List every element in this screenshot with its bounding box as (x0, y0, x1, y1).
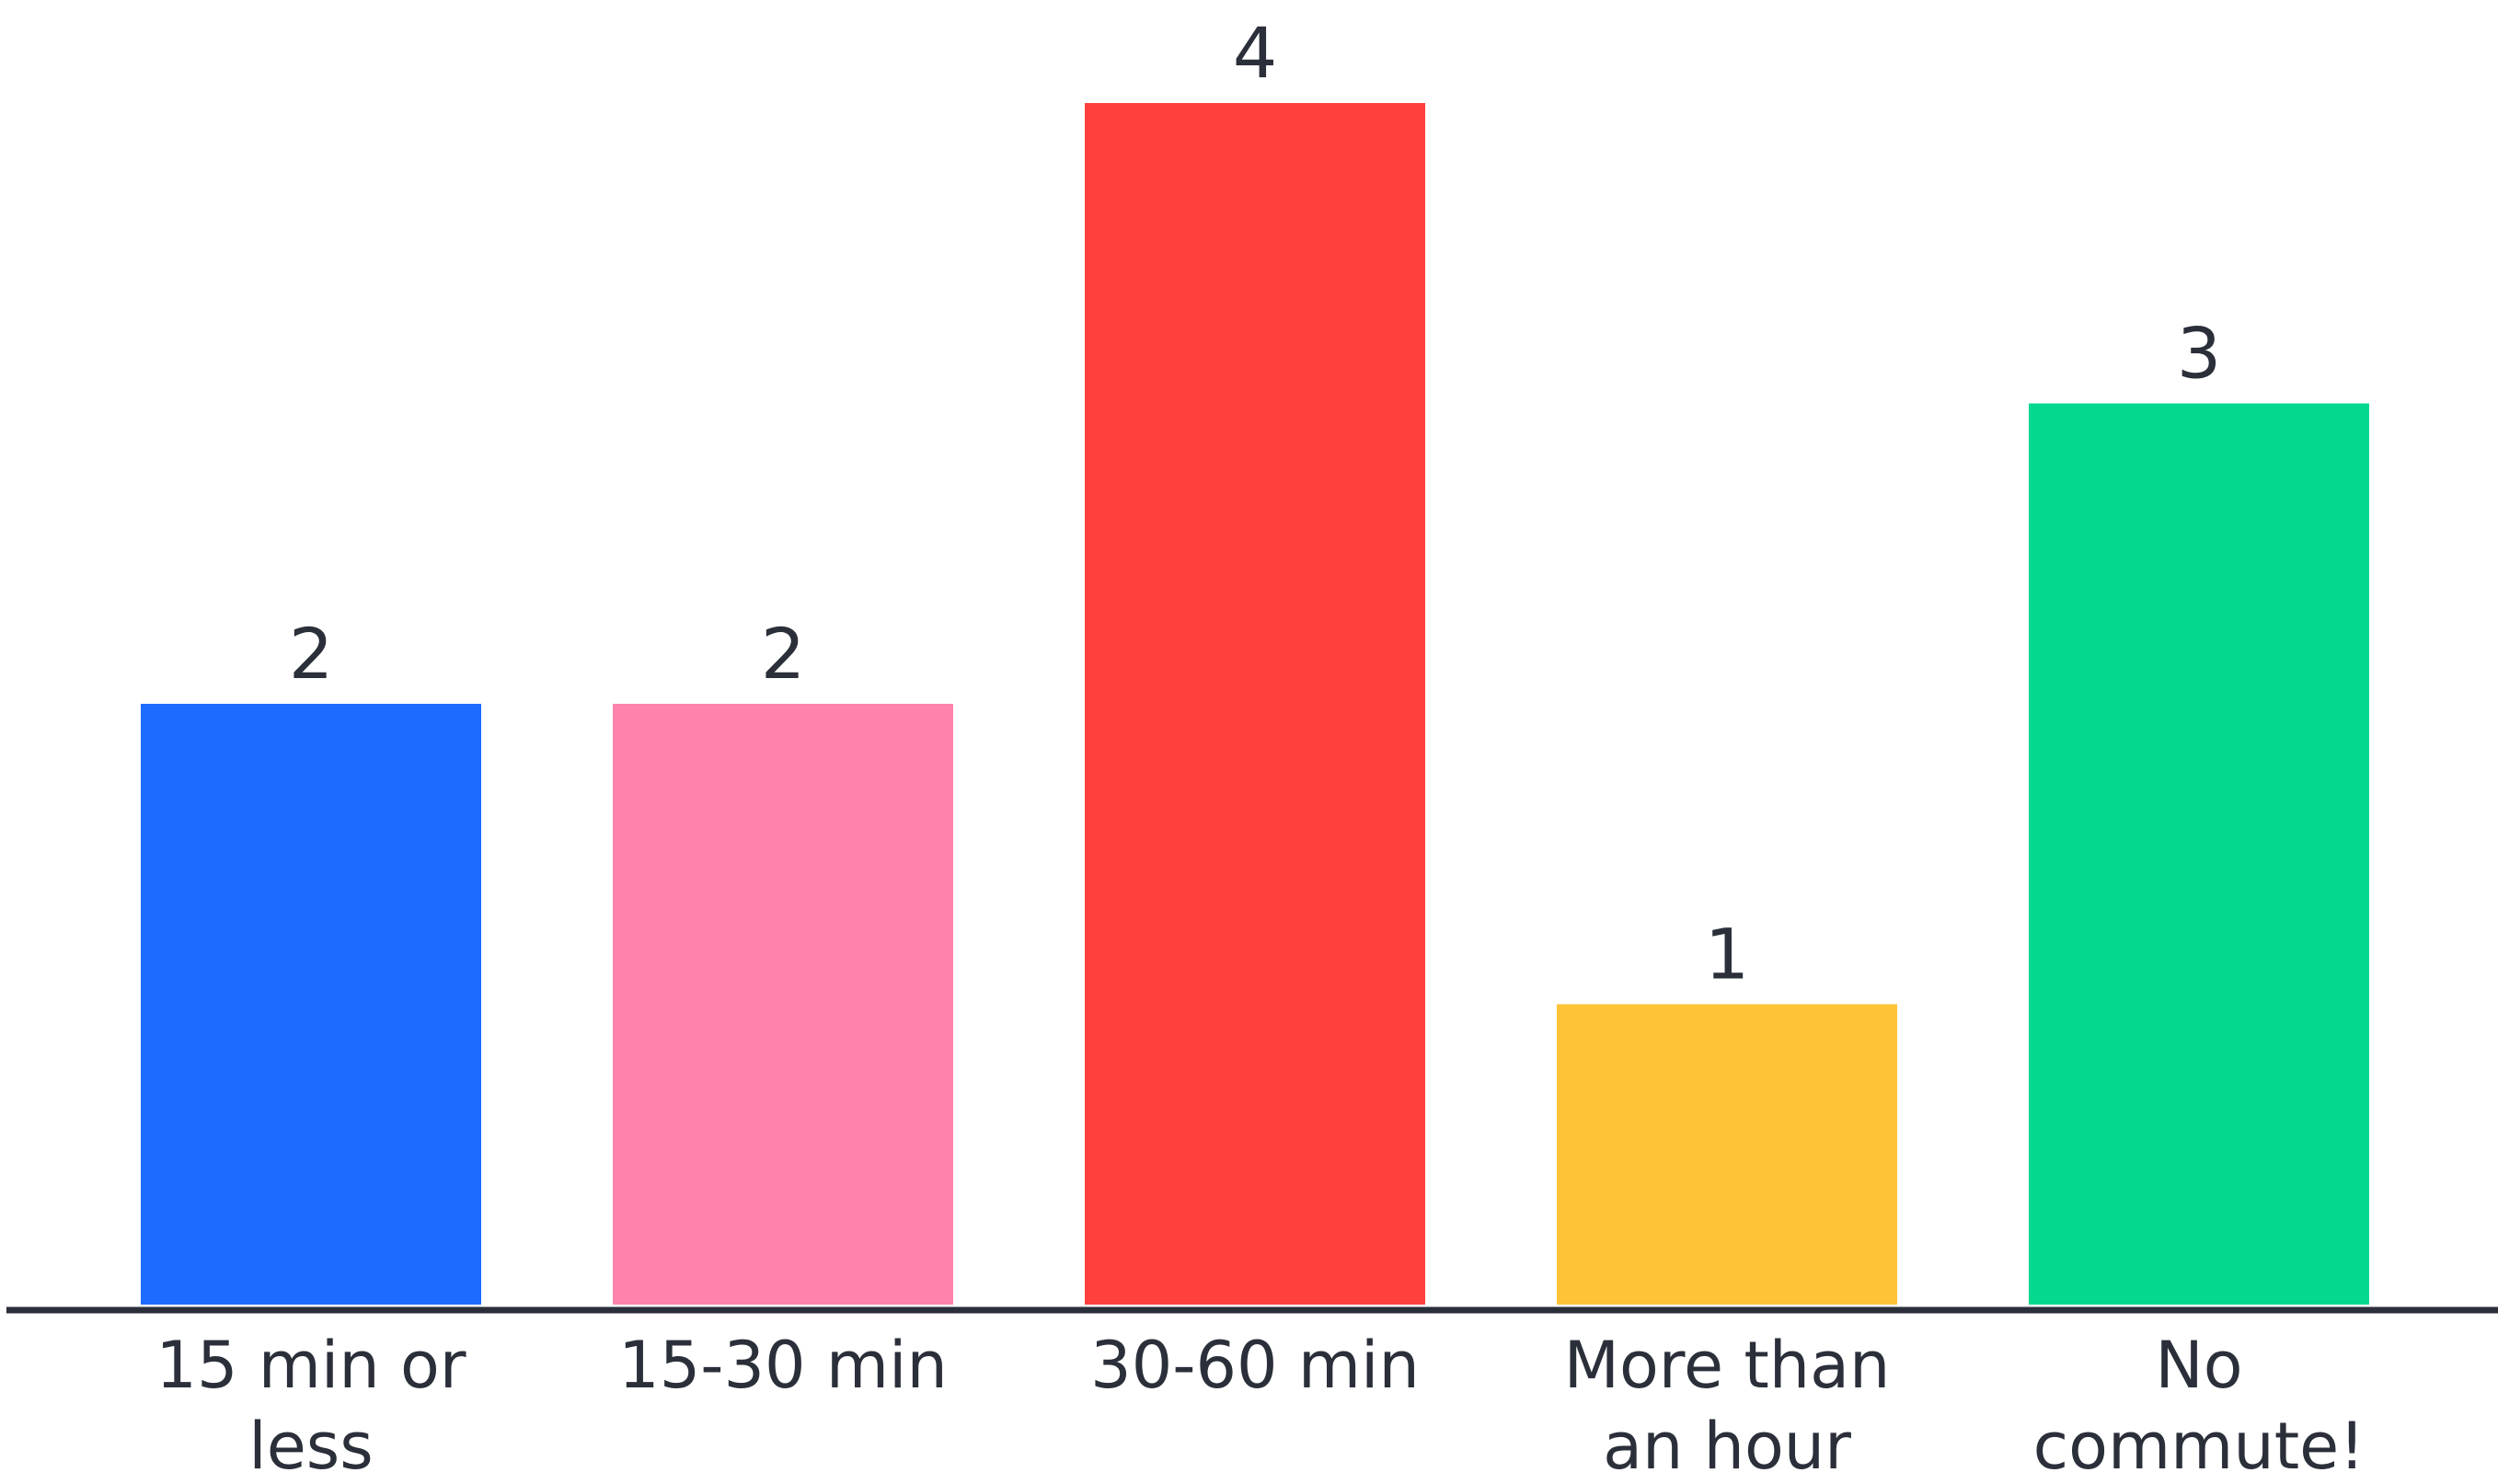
category-label-2: 30-60 min (1090, 1328, 1420, 1403)
category-label-0: 15 min or less (155, 1328, 466, 1484)
category-label-line: 15-30 min (618, 1328, 948, 1403)
category-label-line: 30-60 min (1090, 1328, 1420, 1403)
category-label-line: commute! (2033, 1409, 2366, 1484)
value-label-3: 1 (1705, 914, 1749, 995)
category-label-line: No (2155, 1328, 2242, 1403)
category-label-4: No commute! (2033, 1328, 2366, 1484)
bar-1 (613, 704, 953, 1305)
bar-2 (1085, 103, 1425, 1305)
category-label-1: 15-30 min (618, 1328, 948, 1403)
bars-group (141, 103, 2369, 1305)
category-label-line: an hour (1603, 1409, 1851, 1484)
category-label-line: less (248, 1409, 373, 1484)
value-label-4: 3 (2177, 313, 2221, 395)
category-label-3: More than an hour (1564, 1328, 1891, 1484)
bar-4 (2029, 403, 2369, 1305)
bar-0 (141, 704, 481, 1305)
value-labels-group: 2 2 4 1 3 (289, 12, 2221, 995)
value-label-2: 4 (1233, 12, 1277, 94)
category-label-line: 15 min or (155, 1328, 466, 1403)
category-label-line: More than (1564, 1328, 1891, 1403)
value-label-1: 2 (761, 613, 805, 695)
bar-3 (1557, 1004, 1897, 1305)
value-label-0: 2 (289, 613, 333, 695)
category-labels-group: 15 min or less 15-30 min 30-60 min More than… (155, 1328, 2365, 1484)
